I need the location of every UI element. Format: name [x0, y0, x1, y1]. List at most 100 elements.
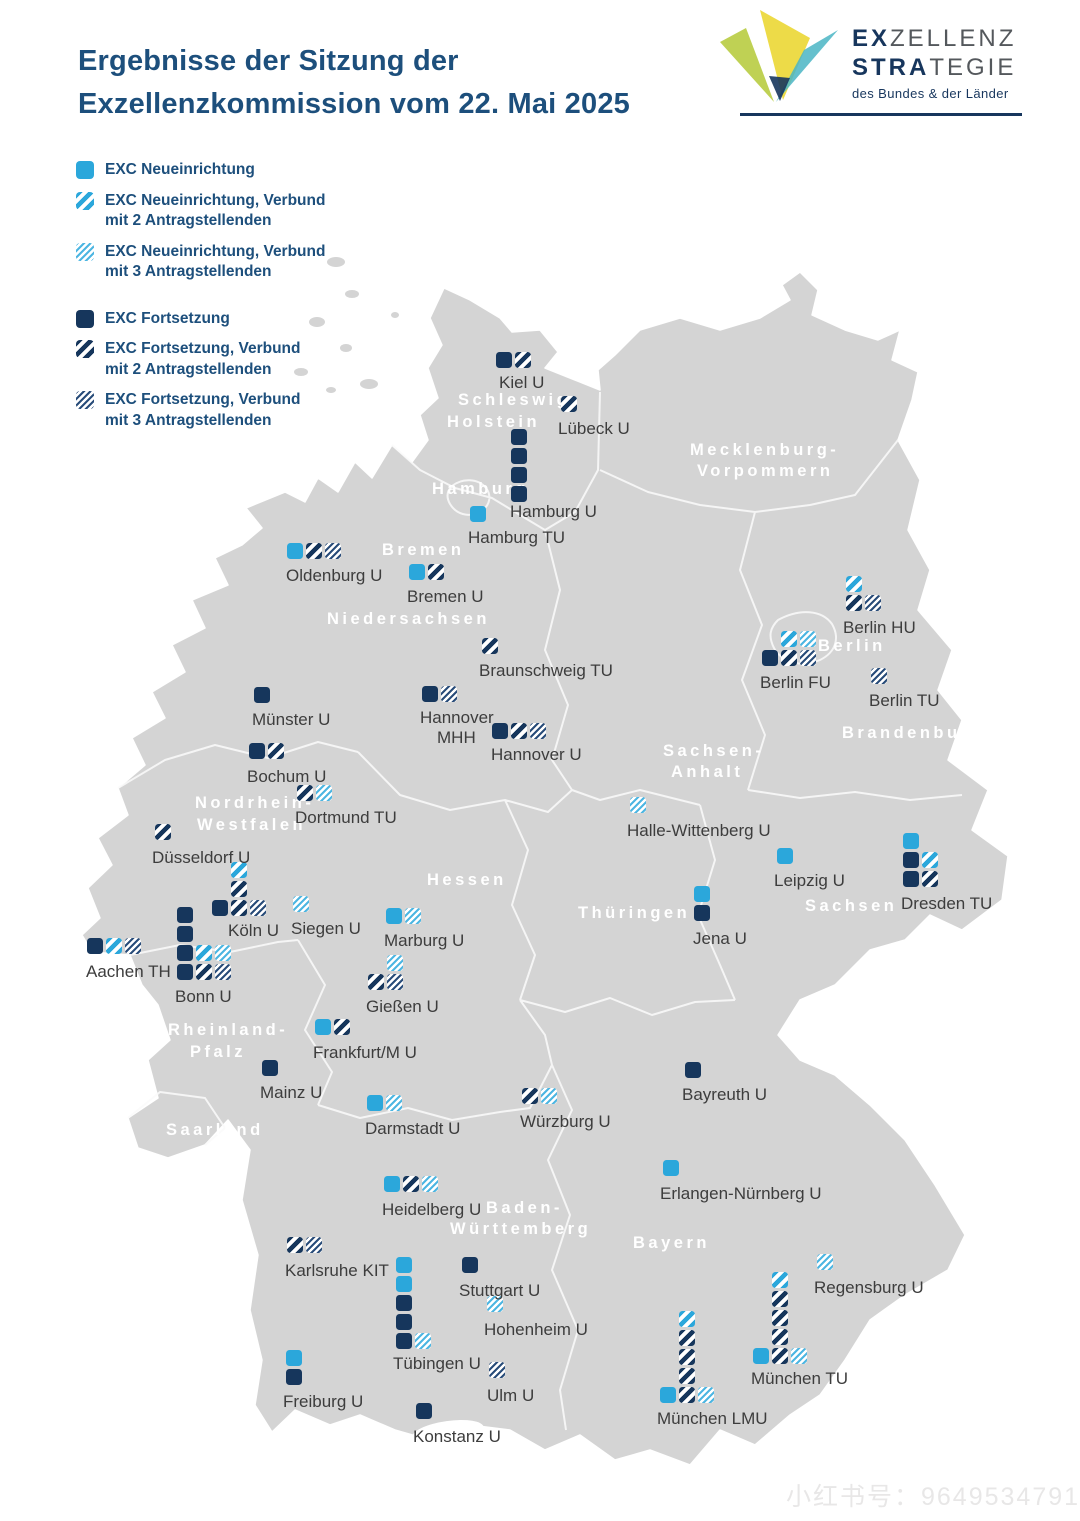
state-label-bremen: Bremen	[382, 541, 465, 559]
legend-label: EXC Neueinrichtung, Verbund mit 2 Antrags…	[105, 191, 326, 230]
marker-square-muenchen-lmu	[679, 1368, 695, 1384]
logo-stra: STRA	[852, 54, 930, 81]
logo-subtitle: des Bundes & der Länder	[852, 86, 1009, 101]
marker-square-tuebingen	[396, 1333, 412, 1349]
state-label-schleswig-holstein: Schleswig-	[458, 391, 580, 409]
marker-square-oldenburg	[325, 543, 341, 559]
legend-swatch-n3	[76, 242, 94, 261]
marker-square-jena	[694, 905, 710, 921]
marker-square-hannover-u	[511, 723, 527, 739]
legend-label: EXC Fortsetzung, Verbund mit 3 Antragstel…	[105, 391, 301, 429]
legend-item-f2: EXC Fortsetzung, Verbund mit 2 Antragstel…	[76, 339, 406, 380]
city-label-dresden: Dresden TU	[901, 894, 993, 913]
marker-square-aachen	[87, 938, 103, 954]
marker-square-wuerzburg	[522, 1088, 538, 1104]
marker-square-braunschweig	[482, 638, 498, 654]
marker-square-duesseldorf	[155, 824, 171, 840]
marker-square-berlin-tu	[871, 668, 887, 684]
marker-square-muenchen-tu	[772, 1348, 788, 1364]
marker-square-muenchen-tu	[791, 1348, 807, 1364]
marker-square-berlin-fu	[800, 650, 816, 666]
marker-square-hamburg-u	[511, 467, 527, 483]
city-label-leipzig: Leipzig U	[774, 871, 845, 890]
marker-square-dresden	[903, 852, 919, 868]
marker-square-muenchen-tu	[772, 1272, 788, 1288]
legend: EXC Neueinrichtung EXC Neueinrichtung, Ve…	[76, 160, 406, 441]
marker-square-berlin-hu	[846, 576, 862, 592]
city-label-jena: Jena U	[693, 929, 747, 948]
marker-square-muenchen-lmu	[698, 1387, 714, 1403]
marker-square-stuttgart	[462, 1257, 478, 1273]
marker-square-muenchen-lmu	[679, 1311, 695, 1327]
legend-swatch-f1	[76, 309, 94, 328]
city-label-koeln: Köln U	[228, 921, 280, 940]
legend-item-n1: EXC Neueinrichtung	[76, 160, 406, 181]
marker-square-muenchen-lmu	[679, 1387, 695, 1403]
city-label-muenster: Münster U	[252, 710, 331, 729]
marker-square-heidelberg	[422, 1176, 438, 1192]
city-label-konstanz: Konstanz U	[413, 1427, 501, 1446]
city-label-heidelberg: Heidelberg U	[382, 1200, 482, 1219]
city-label-siegen: Siegen U	[291, 919, 361, 938]
marker-square-jena	[694, 886, 710, 902]
marker-square-dresden	[903, 871, 919, 887]
germany-outline	[81, 271, 1009, 1466]
marker-square-bremen-u	[428, 564, 444, 580]
state-label-sachsen-anhalt: Sachsen-	[663, 742, 765, 760]
legend-label: EXC Fortsetzung, Verbund mit 2 Antragstel…	[105, 340, 301, 378]
state-label-mecklenburg-vorpommern: Mecklenburg-	[690, 441, 840, 459]
city-label-hannover-u: Hannover U	[491, 745, 582, 764]
marker-square-muenchen-lmu	[660, 1387, 676, 1403]
state-label-nordrhein-westfalen: Westfalen	[197, 816, 307, 834]
marker-square-oldenburg	[306, 543, 322, 559]
marker-square-koeln	[231, 862, 247, 878]
legend-label: EXC Fortsetzung	[105, 309, 230, 327]
legend-item-n2: EXC Neueinrichtung, Verbund mit 2 Antrags…	[76, 191, 406, 232]
marker-square-dresden	[922, 852, 938, 868]
marker-square-giessen	[387, 955, 403, 971]
city-label-kiel: Kiel U	[499, 373, 545, 392]
marker-square-koeln	[231, 881, 247, 897]
page-title-line2: Exzellenzkommission vom 22. Mai 2025	[78, 88, 630, 120]
city-label-aachen: Aachen TH	[86, 962, 171, 981]
marker-square-berlin-fu	[781, 650, 797, 666]
state-label-sachsen: Sachsen	[805, 897, 898, 915]
city-label-regensburg: Regensburg U	[814, 1278, 924, 1297]
marker-square-mainz	[262, 1060, 278, 1076]
logo-ex: EX	[852, 25, 891, 52]
state-label-sachsen-anhalt: Anhalt	[671, 763, 744, 781]
marker-square-tuebingen	[396, 1295, 412, 1311]
marker-square-dresden	[903, 833, 919, 849]
city-label-ulm: Ulm U	[487, 1386, 535, 1405]
city-label-halle: Halle-Wittenberg U	[627, 821, 771, 840]
state-label-rheinland-pfalz: Rheinland-	[168, 1021, 289, 1039]
marker-square-bonn	[196, 945, 212, 961]
marker-square-darmstadt	[386, 1095, 402, 1111]
marker-square-bonn	[177, 926, 193, 942]
lake-constance	[412, 1420, 484, 1444]
marker-square-wuerzburg	[541, 1088, 557, 1104]
city-label-bochum: Bochum U	[247, 767, 327, 786]
city-label-berlin-tu: Berlin TU	[869, 691, 940, 710]
marker-square-dortmund	[297, 785, 313, 801]
north-sea-islands	[294, 257, 399, 393]
marker-square-muenchen-tu	[772, 1329, 788, 1345]
marker-square-dortmund	[316, 785, 332, 801]
city-label-karlsruhe: Karlsruhe KIT	[285, 1261, 389, 1280]
marker-square-hannover-u	[530, 723, 546, 739]
marker-square-freiburg	[286, 1369, 302, 1385]
page-title: Ergebnisse der Sitzung der Exzellenzkomm…	[78, 40, 630, 126]
marker-square-giessen	[368, 974, 384, 990]
state-label-thueringen: Thüringen	[578, 904, 691, 922]
city-label-bonn: Bonn U	[175, 987, 232, 1006]
marker-square-karlsruhe	[287, 1237, 303, 1253]
marker-square-frankfurt	[334, 1019, 350, 1035]
logo-line1: EXZELLENZ	[852, 24, 1016, 53]
marker-square-heidelberg	[384, 1176, 400, 1192]
marker-square-aachen	[106, 938, 122, 954]
city-label-giessen: Gießen U	[366, 997, 439, 1016]
city-label-darmstadt: Darmstadt U	[365, 1119, 461, 1138]
legend-swatch-f3	[76, 391, 94, 409]
city-label-muenchen-lmu: München LMU	[657, 1409, 768, 1428]
marker-square-muenchen-lmu	[679, 1349, 695, 1365]
